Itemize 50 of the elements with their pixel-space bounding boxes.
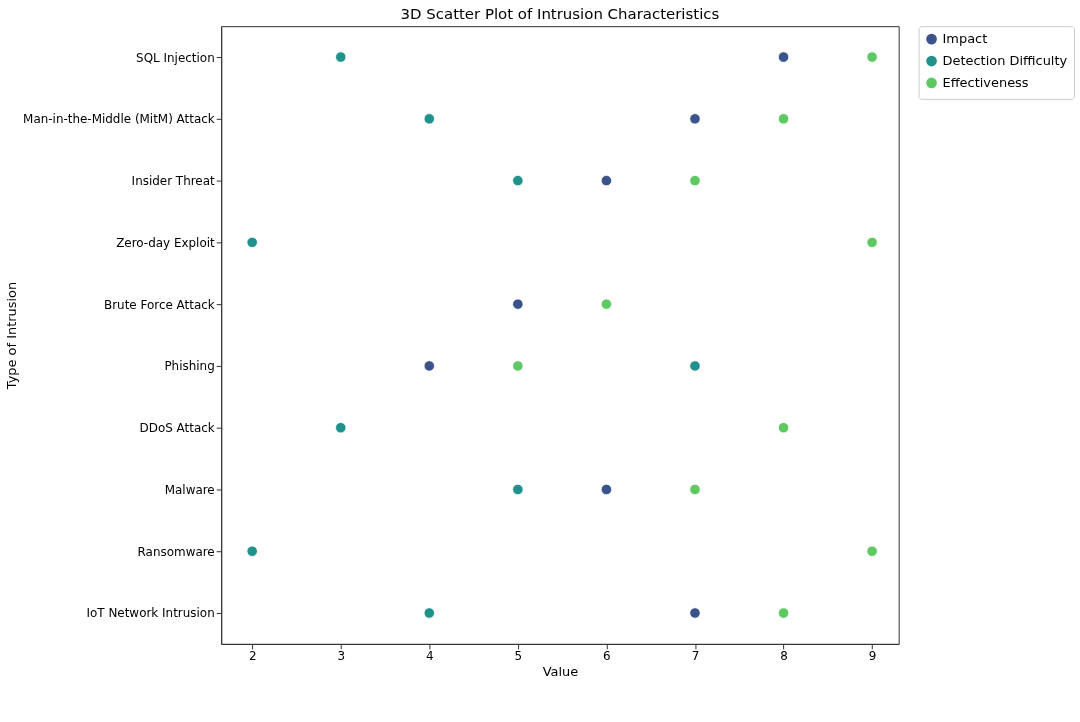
x-tick-label: 5	[514, 649, 523, 664]
point	[689, 607, 701, 619]
point	[866, 51, 878, 63]
point	[423, 113, 435, 125]
point	[423, 607, 435, 619]
legend-label: Detection Difficulty	[942, 53, 1068, 69]
point	[246, 545, 258, 557]
point	[246, 236, 258, 248]
point	[512, 360, 524, 372]
legend-label: Impact	[942, 31, 988, 47]
y-tick-label: Man-in-the-Middle (MitM) Attack	[23, 112, 215, 127]
x-tick-label: 6	[603, 649, 611, 664]
y-tick-label: IoT Network Intrusion	[86, 606, 215, 621]
point	[335, 422, 347, 434]
y-tick-label: DDoS Attack	[139, 421, 215, 436]
x-tick-label: 8	[780, 649, 788, 664]
x-tick-label: 7	[691, 649, 700, 664]
chart-title: 3D Scatter Plot of Intrusion Characteristics	[400, 4, 720, 23]
y-axis-title: Type of Intrusion	[3, 281, 19, 391]
y-tick-label: Brute Force Attack	[104, 297, 215, 312]
x-tick-label: 4	[425, 649, 434, 664]
point	[866, 545, 878, 557]
y-tick-label: Ransomware	[137, 544, 215, 559]
y-tick-label: Insider Threat	[131, 174, 216, 189]
legend-label: Effectiveness	[942, 74, 1029, 90]
point	[689, 483, 701, 496]
point	[689, 113, 701, 125]
point	[423, 360, 435, 372]
point	[600, 174, 613, 187]
point	[335, 51, 347, 63]
x-axis-title: Value	[542, 664, 579, 680]
point	[689, 174, 701, 187]
point	[777, 607, 790, 619]
x-tick-label: 3	[337, 649, 346, 664]
y-tick-label: Zero-day Exploit	[116, 235, 216, 250]
point	[777, 113, 790, 125]
x-tick-label: 9	[868, 649, 877, 664]
point	[512, 298, 524, 310]
point	[866, 236, 878, 248]
point	[689, 360, 701, 372]
point	[600, 483, 613, 496]
y-tick-label: SQL Injection	[136, 50, 215, 65]
point	[777, 51, 790, 63]
point	[777, 422, 790, 434]
point	[512, 174, 524, 187]
point	[600, 298, 613, 310]
x-tick-label: 2	[248, 649, 257, 664]
point	[512, 483, 524, 496]
y-tick-label: Phishing	[164, 359, 215, 374]
y-tick-label: Malware	[164, 482, 215, 497]
